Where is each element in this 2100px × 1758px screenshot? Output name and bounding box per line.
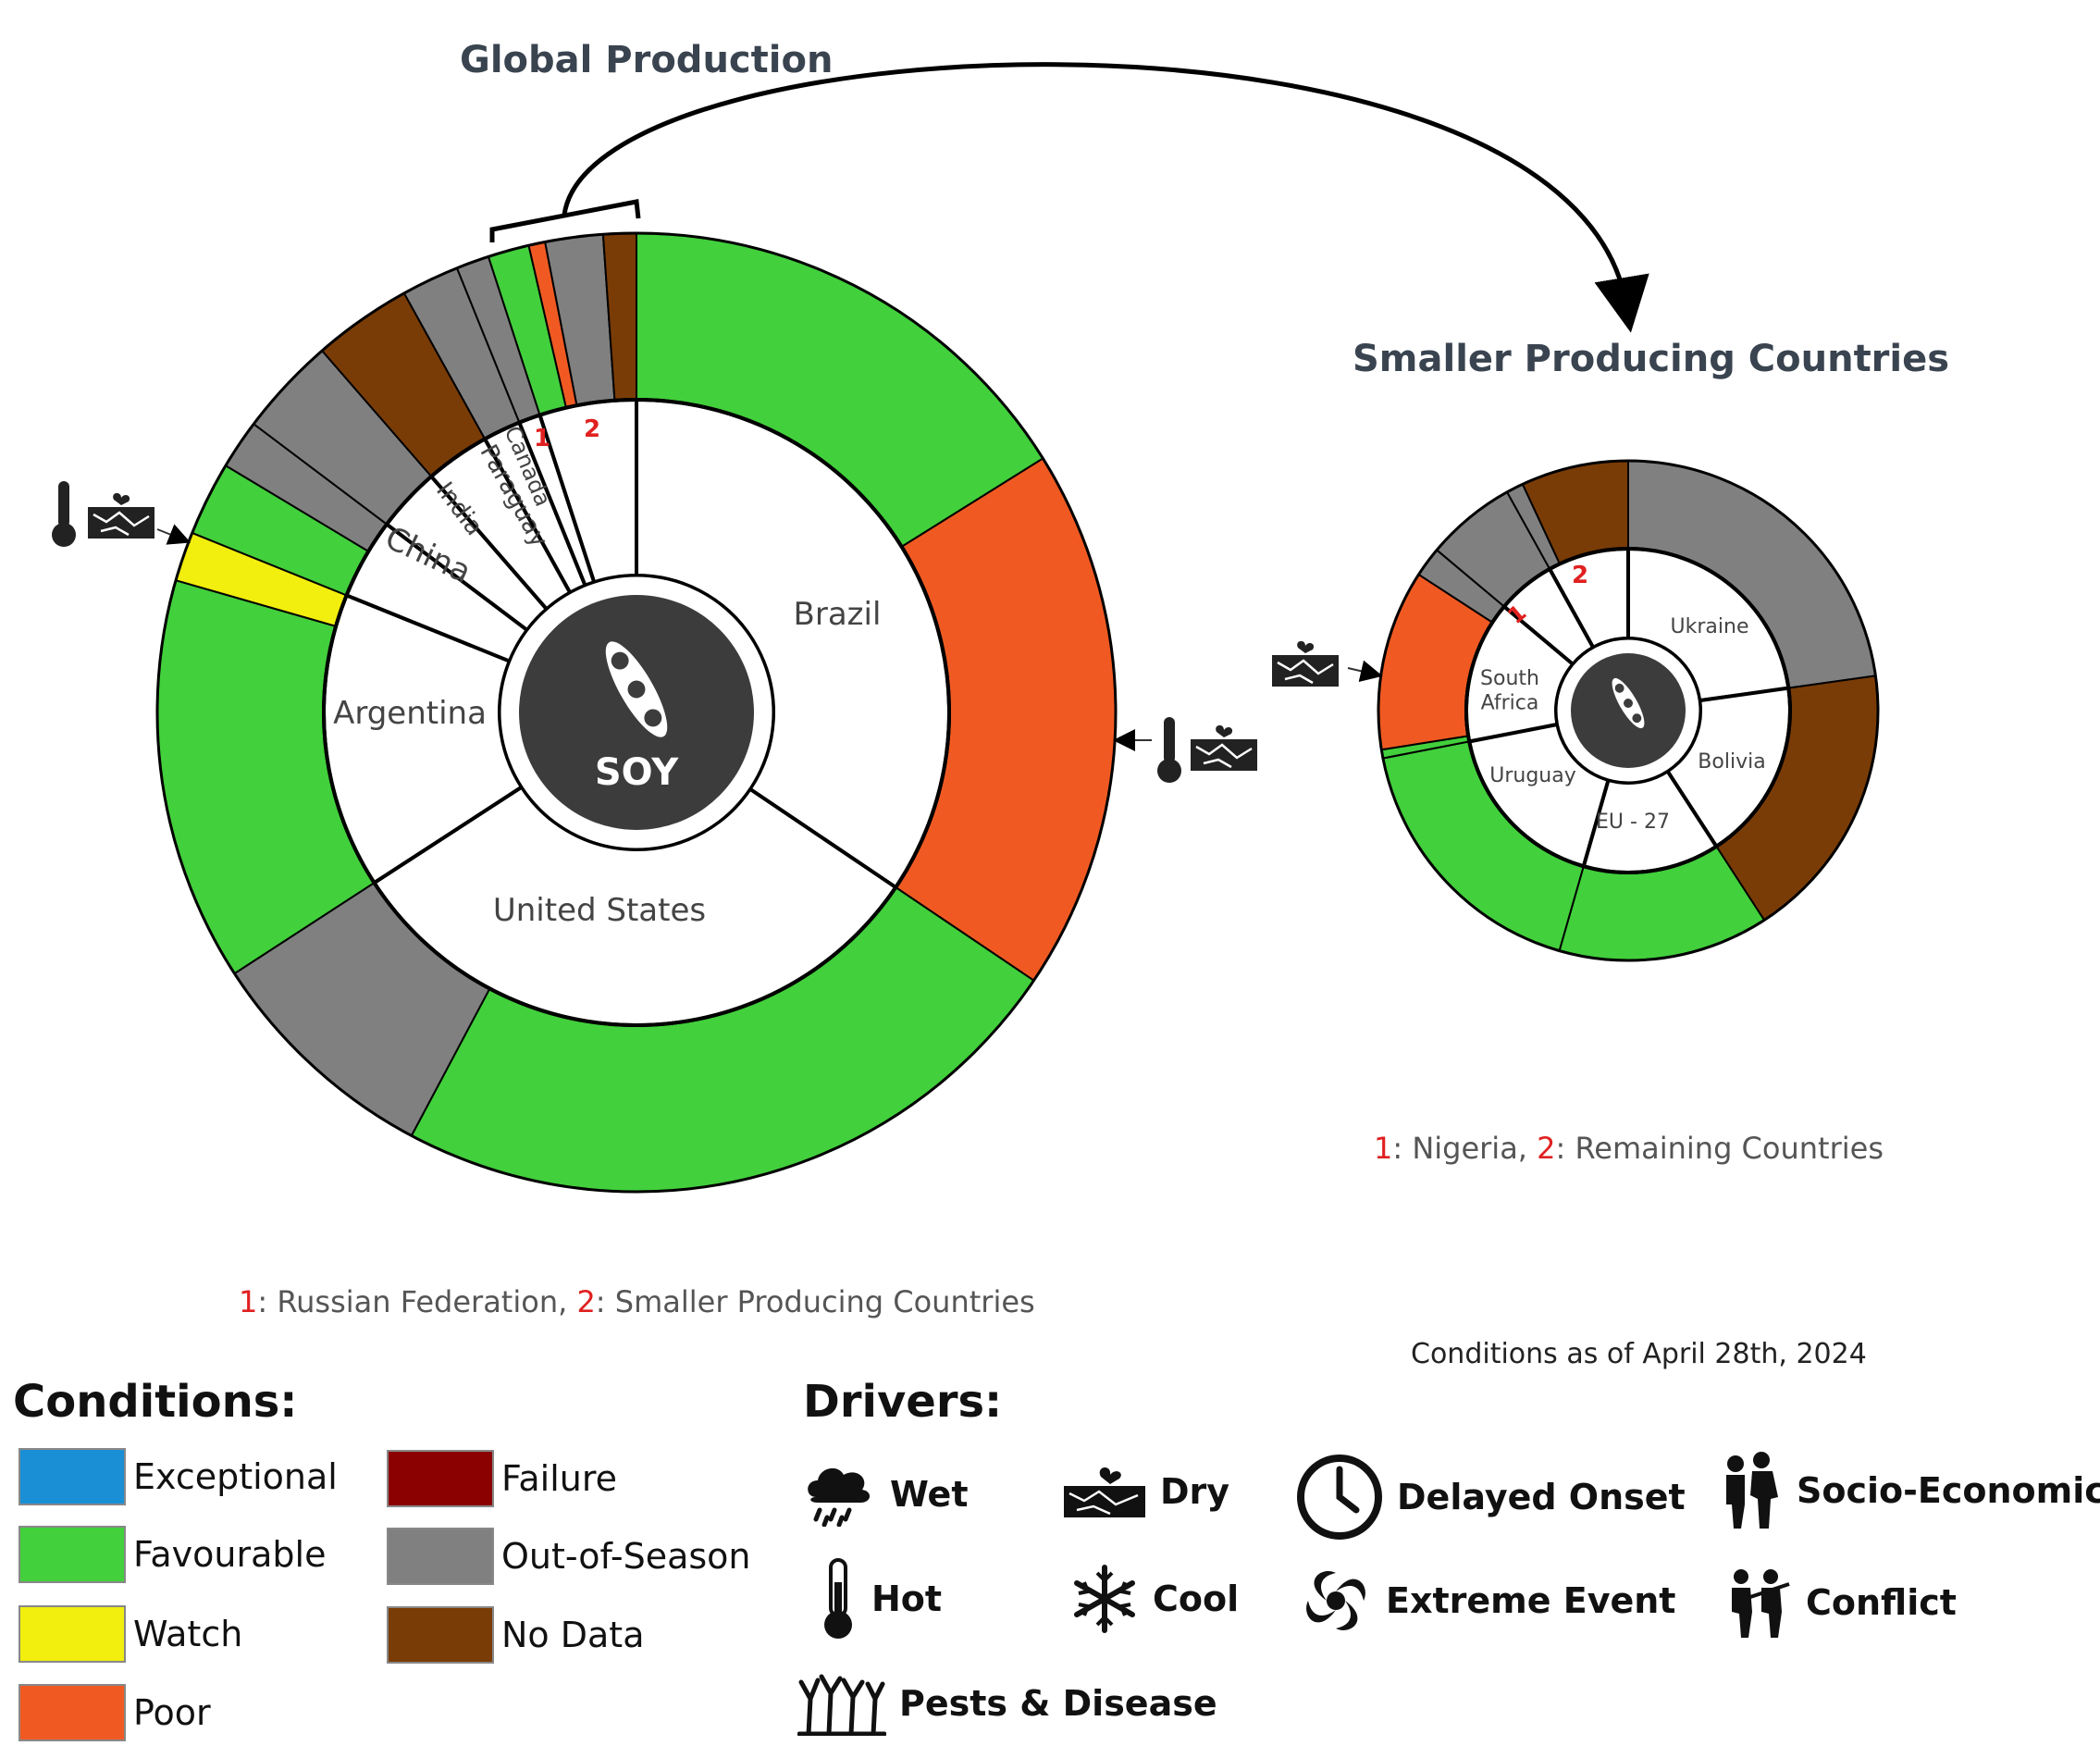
- delayed-onset-icon: [1295, 1453, 1384, 1541]
- smaller-producers-title: Smaller Producing Countries: [1353, 338, 1950, 380]
- driver-item-wet: Wet: [803, 1462, 969, 1527]
- south-africa-drivers: [1272, 640, 1383, 687]
- legend-swatch: [19, 1605, 126, 1663]
- driver-label: Conflict: [1806, 1582, 1957, 1623]
- smaller-footnote: 1: Nigeria, 2: Remaining Countries: [1374, 1131, 1884, 1166]
- driver-label: Delayed Onset: [1397, 1477, 1686, 1517]
- outer-ring: [1377, 459, 1880, 962]
- legend-item-favourable: Favourable: [19, 1526, 326, 1583]
- legend-label: Watch: [133, 1614, 243, 1654]
- dry-icon: [88, 492, 154, 539]
- country-label-south-africa: South Africa: [1480, 667, 1539, 714]
- dry-icon: [1191, 724, 1257, 771]
- legend-label: Poor: [133, 1692, 211, 1733]
- driver-label: Socio-Economic: [1797, 1470, 2100, 1511]
- conditions-legend-title: Conditions:: [13, 1376, 298, 1428]
- country-label-argentina: Argentina: [333, 695, 487, 732]
- driver-item-pests-disease: Pests & Disease: [797, 1671, 1217, 1736]
- country-label-brazil: Brazil: [794, 596, 882, 633]
- hot-icon: [818, 1556, 859, 1641]
- driver-label: Wet: [890, 1474, 969, 1515]
- center-label: SOY: [595, 751, 679, 794]
- country-label-bolivia: Bolivia: [1698, 750, 1765, 774]
- driver-item-dry: Dry: [1062, 1464, 1229, 1519]
- outer-ring: [155, 231, 1118, 1194]
- legend-swatch: [19, 1526, 126, 1583]
- drivers-legend-title: Drivers:: [803, 1376, 1003, 1428]
- legend-swatch: [19, 1684, 126, 1741]
- country-label-eu-27: EU - 27: [1596, 811, 1670, 834]
- legend-swatch: [387, 1528, 494, 1585]
- driver-label: Hot: [871, 1578, 943, 1619]
- conflict-icon: [1723, 1566, 1793, 1640]
- pests-disease-icon: [797, 1671, 886, 1736]
- legend-swatch: [19, 1448, 126, 1505]
- legend-label: Favourable: [133, 1534, 327, 1575]
- driver-label: Dry: [1160, 1471, 1230, 1512]
- dry-icon: [1062, 1464, 1147, 1519]
- legend-label: No Data: [501, 1615, 645, 1655]
- legend-item-poor: Poor: [19, 1684, 211, 1741]
- global-footnote: 1: Russian Federation, 2: Smaller Produc…: [239, 1284, 1035, 1319]
- country-label-uruguay: Uruguay: [1489, 764, 1576, 787]
- driver-label: Extreme Event: [1386, 1580, 1676, 1621]
- country-label-2: 2: [1572, 562, 1588, 589]
- middle-ring: [1464, 547, 1792, 874]
- legend-label: Out-of-Season: [501, 1536, 751, 1577]
- driver-item-hot: Hot: [818, 1556, 942, 1641]
- legend-label: Exceptional: [133, 1456, 338, 1497]
- socio-economic-icon: [1717, 1451, 1784, 1530]
- legend-item-watch: Watch: [19, 1605, 242, 1663]
- middle-ring: [322, 398, 951, 1027]
- driver-item-socio-economic: Socio-Economic: [1717, 1451, 2100, 1530]
- driver-item-delayed-onset: Delayed Onset: [1295, 1453, 1686, 1541]
- country-label-united-states: United States: [493, 892, 706, 929]
- driver-item-conflict: Conflict: [1723, 1566, 1957, 1640]
- driver-item-cool: Cool: [1069, 1564, 1239, 1634]
- country-label-ukraine: Ukraine: [1671, 615, 1749, 638]
- driver-label: Pests & Disease: [899, 1683, 1217, 1724]
- hot-icon: [1157, 717, 1181, 783]
- smaller-countries-bracket: [489, 199, 641, 242]
- legend-item-out-of-season: Out-of-Season: [387, 1528, 751, 1585]
- global-production-title: Global Production: [460, 39, 834, 81]
- legend-swatch: [387, 1450, 494, 1507]
- country-label-1: 1: [534, 425, 550, 452]
- legend-item-exceptional: Exceptional: [19, 1448, 338, 1505]
- cool-icon: [1069, 1564, 1140, 1634]
- conditions-date: Conditions as of April 28th, 2024: [1411, 1338, 1867, 1370]
- soy-icon: [1612, 677, 1645, 729]
- hot-icon: [52, 481, 76, 547]
- wet-icon: [803, 1462, 877, 1527]
- connector-arrow: [562, 62, 1649, 333]
- legend-label: Failure: [501, 1458, 618, 1499]
- legend-item-no-data: No Data: [387, 1606, 645, 1664]
- brazil-drivers: [1113, 717, 1257, 783]
- legend-item-failure: Failure: [387, 1450, 617, 1507]
- country-label-2: 2: [584, 415, 600, 443]
- legend-swatch: [387, 1606, 494, 1664]
- extreme-event-icon: [1299, 1564, 1373, 1638]
- soy-icon: [605, 641, 668, 737]
- driver-label: Cool: [1153, 1578, 1240, 1619]
- argentina-drivers: [52, 481, 191, 547]
- dry-icon: [1272, 640, 1339, 687]
- driver-item-extreme-event: Extreme Event: [1299, 1564, 1675, 1638]
